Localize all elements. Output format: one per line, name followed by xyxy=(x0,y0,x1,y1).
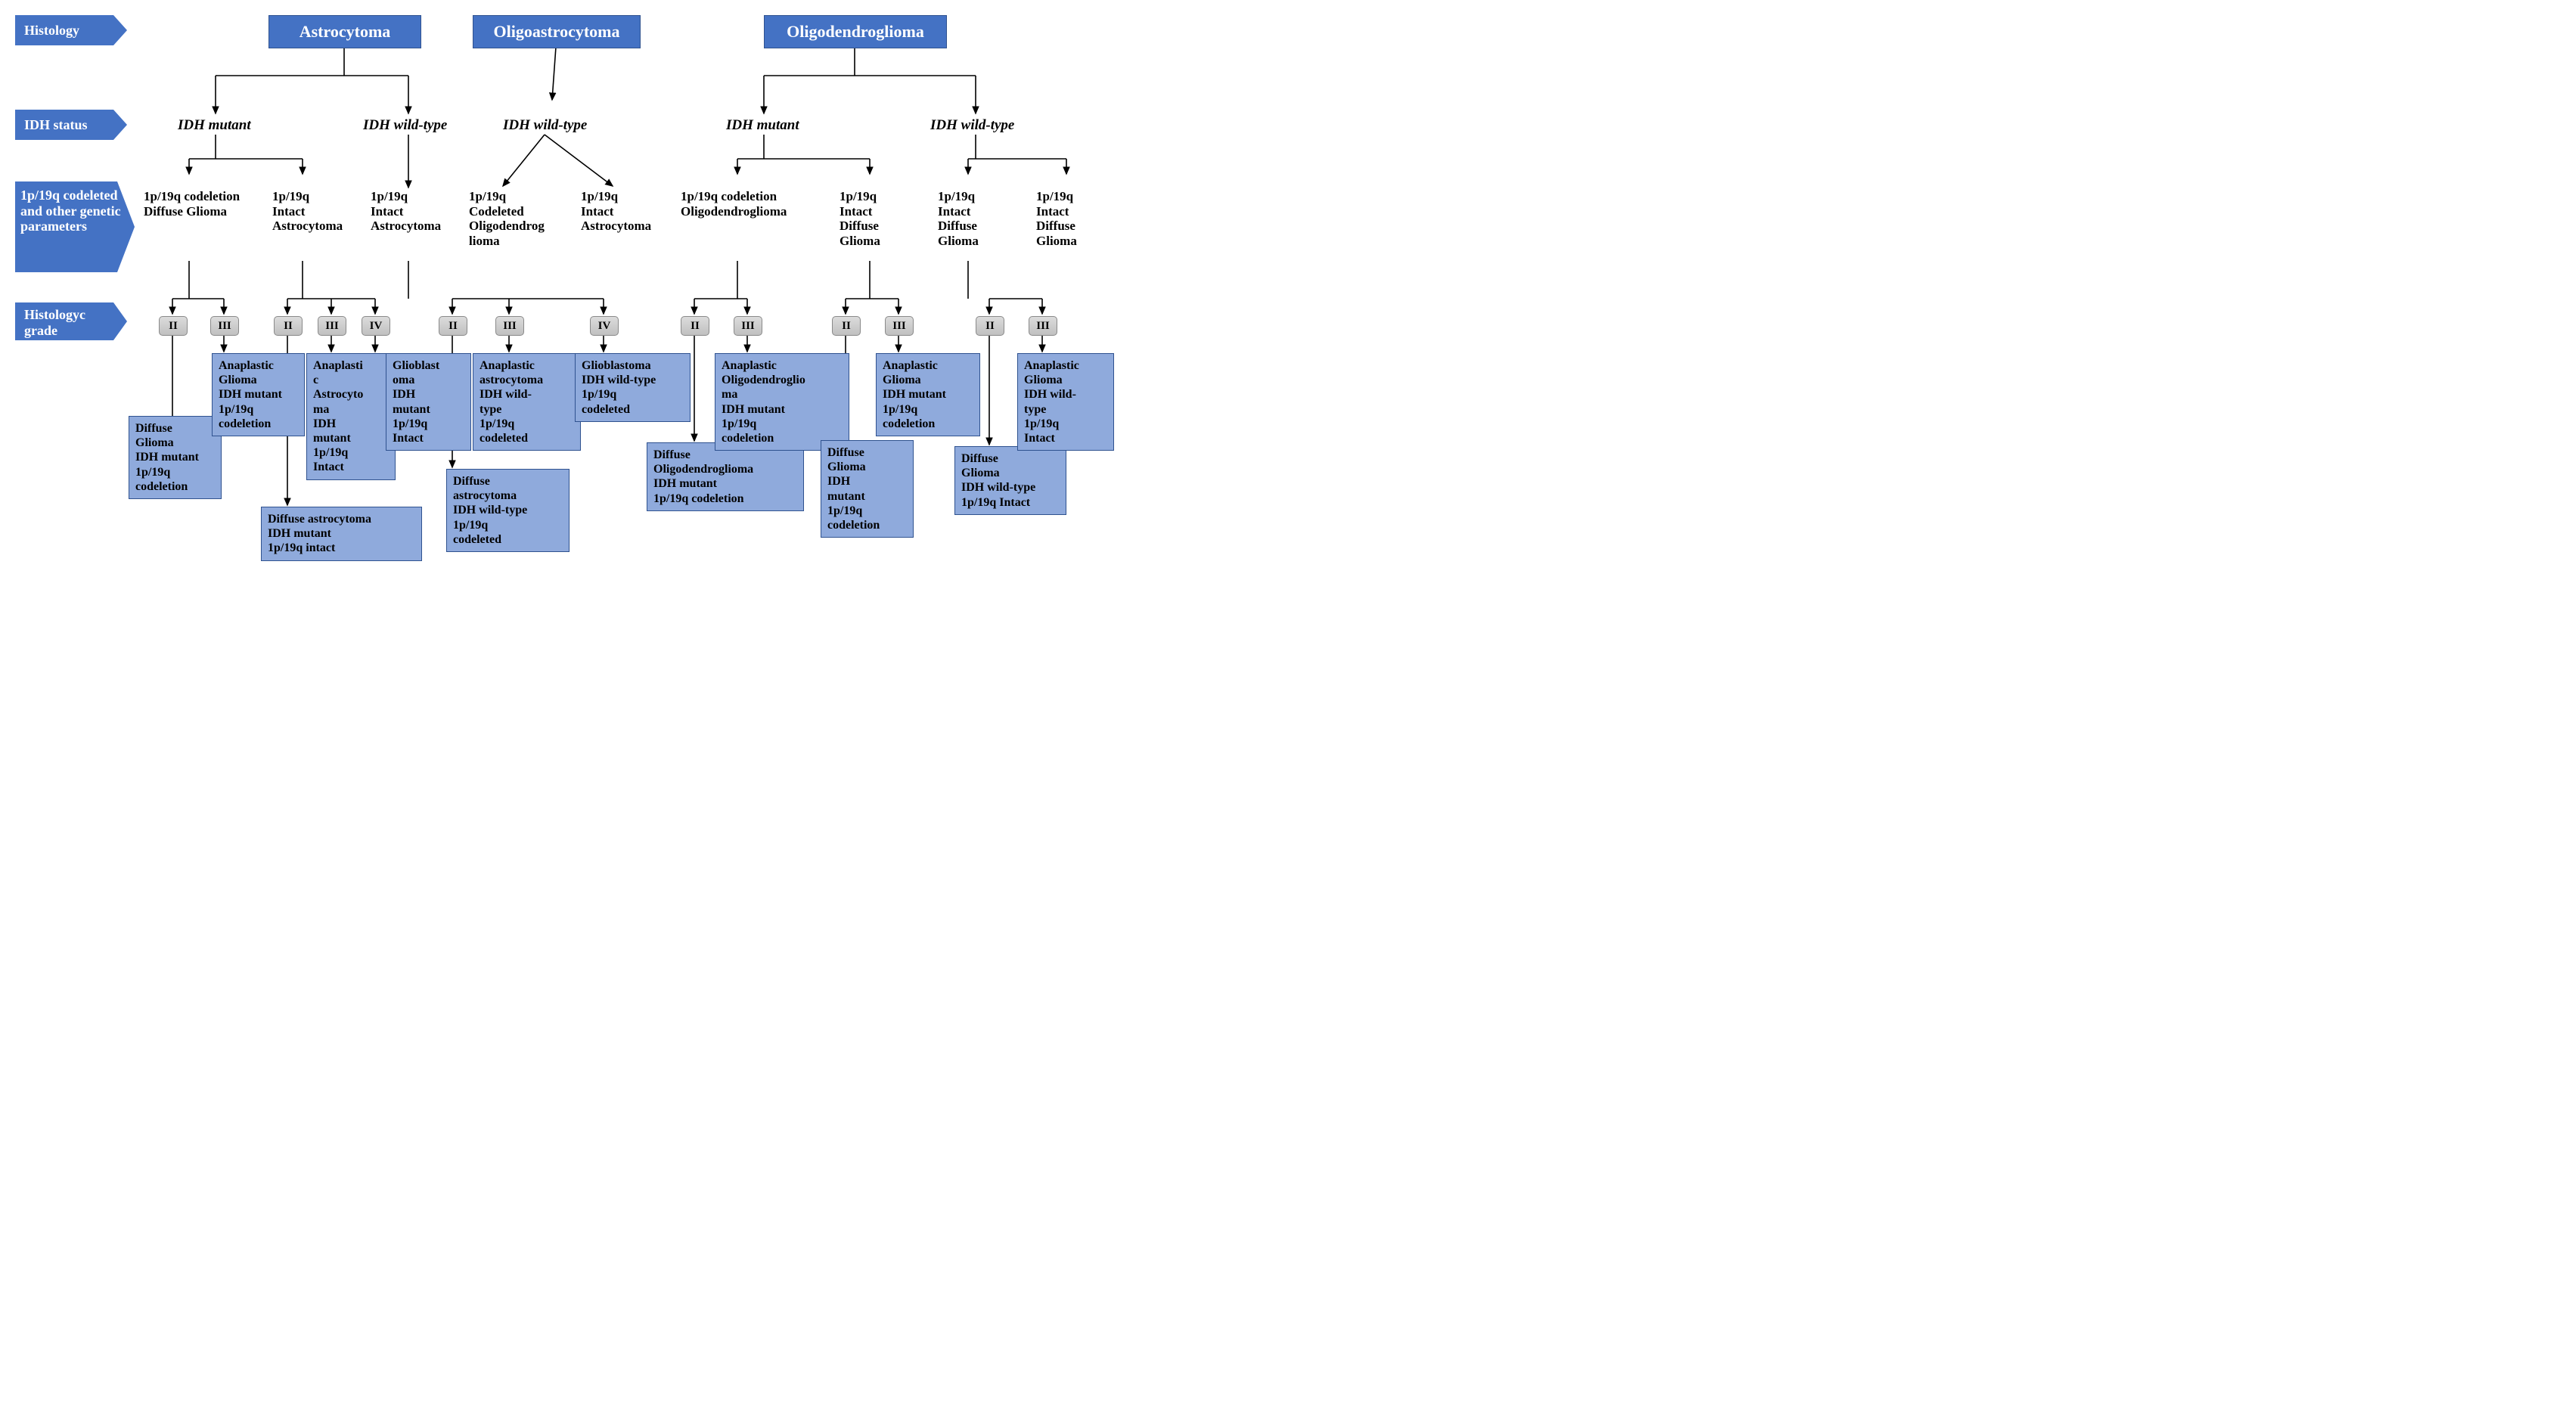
grade-gr1: II xyxy=(159,316,188,336)
idh-idh_oa_wt: IDH wild-type xyxy=(503,117,587,134)
row-label-genetic: 1p/19q codeleted and other genetic param… xyxy=(20,188,123,234)
genetic-g5: 1p/19qIntactAstrocytoma xyxy=(581,189,651,234)
leaf-L14: AnaplasticGliomaIDH wild-type1p/19qIntac… xyxy=(1017,353,1114,451)
grade-gr13: II xyxy=(976,316,1004,336)
genetic-g9: 1p/19qIntactDiffuseGlioma xyxy=(1036,189,1077,248)
grade-gr7: III xyxy=(495,316,524,336)
leaf-L1: DiffuseGliomaIDH mutant1p/19qcodeletion xyxy=(129,416,222,499)
genetic-g8: 1p/19qIntactDiffuseGlioma xyxy=(938,189,979,248)
leaf-L9: DiffuseOligodendrogliomaIDH mutant1p/19q… xyxy=(647,442,804,511)
idh-idh_o_mut: IDH mutant xyxy=(726,117,799,134)
leaf-L10: AnaplasticOligodendrogliomaIDH mutant1p/… xyxy=(715,353,849,451)
genetic-g1: 1p/19q codeletionDiffuse Glioma xyxy=(144,189,240,219)
histology-oligo: Oligodendroglioma xyxy=(764,15,947,48)
grade-gr5: IV xyxy=(362,316,390,336)
grade-gr14: III xyxy=(1029,316,1057,336)
grade-gr11: II xyxy=(832,316,861,336)
row-label-histology: Histology xyxy=(24,23,79,39)
genetic-g2: 1p/19qIntactAstrocytoma xyxy=(272,189,343,234)
grade-gr3: II xyxy=(274,316,303,336)
row-label-grade: Histologyc grade xyxy=(24,307,107,338)
leaf-L4: AnaplasticAstrocytomaIDHmutant1p/19qInta… xyxy=(306,353,396,480)
genetic-g6: 1p/19q codeletionOligodendroglioma xyxy=(681,189,787,219)
genetic-g3: 1p/19qIntactAstrocytoma xyxy=(371,189,441,234)
leaf-L5: GlioblastomaIDHmutant1p/19qIntact xyxy=(386,353,471,451)
leaf-L2: AnaplasticGliomaIDH mutant1p/19qcodeleti… xyxy=(212,353,305,436)
grade-gr8: IV xyxy=(590,316,619,336)
grade-gr6: II xyxy=(439,316,467,336)
idh-idh_a_wt: IDH wild-type xyxy=(363,117,447,134)
row-label-idh: IDH status xyxy=(24,117,88,133)
grade-gr10: III xyxy=(734,316,762,336)
genetic-g7: 1p/19qIntactDiffuseGlioma xyxy=(840,189,880,248)
grade-gr9: II xyxy=(681,316,709,336)
histology-astro: Astrocytoma xyxy=(268,15,421,48)
histology-oligoastro: Oligoastrocytoma xyxy=(473,15,641,48)
idh-idh_o_wt: IDH wild-type xyxy=(930,117,1014,134)
leaf-L12: AnaplasticGliomaIDH mutant1p/19qcodeleti… xyxy=(876,353,980,436)
leaf-L8: GlioblastomaIDH wild-type1p/19qcodeleted xyxy=(575,353,691,422)
leaf-L6: DiffuseastrocytomaIDH wild-type1p/19qcod… xyxy=(446,469,570,552)
genetic-g4: 1p/19qCodeletedOligodendroglioma xyxy=(469,189,545,248)
leaf-L3: Diffuse astrocytomaIDH mutant1p/19q inta… xyxy=(261,507,422,561)
leaf-L13: DiffuseGliomaIDH wild-type1p/19q Intact xyxy=(954,446,1066,515)
leaf-L11: DiffuseGliomaIDHmutant1p/19qcodeletion xyxy=(821,440,914,538)
leaf-L7: AnaplasticastrocytomaIDH wild-type1p/19q… xyxy=(473,353,581,451)
idh-idh_a_mut: IDH mutant xyxy=(178,117,251,134)
grade-gr2: III xyxy=(210,316,239,336)
grade-gr12: III xyxy=(885,316,914,336)
grade-gr4: III xyxy=(318,316,346,336)
